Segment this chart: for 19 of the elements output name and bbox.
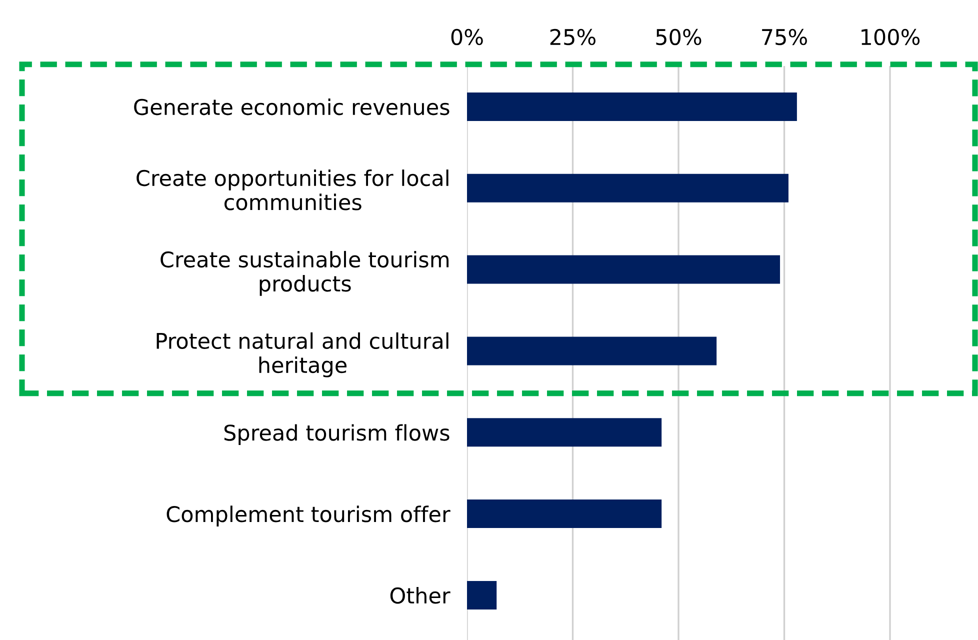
x-tick-label: 0%	[451, 28, 483, 46]
x-tick-label: 75%	[762, 28, 807, 46]
bar	[467, 418, 662, 447]
bar	[467, 500, 662, 528]
bar	[467, 336, 717, 366]
x-tick-label: 50%	[656, 28, 702, 46]
y-tick-label: Other	[390, 587, 450, 604]
bar	[467, 255, 780, 284]
y-tick-label: Spread tourism flows	[224, 424, 450, 446]
y-tick-label: Generate economic revenues	[134, 98, 450, 116]
y-tick-label: Create opportunities for local communities	[136, 170, 448, 210]
x-tick-label: 25%	[550, 28, 596, 46]
bar	[467, 92, 797, 121]
bar	[467, 174, 788, 202]
y-tick-label: Protect natural and cultural heritage	[156, 332, 448, 378]
bar	[467, 580, 497, 610]
x-tick-label: 100%	[862, 28, 920, 46]
y-tick-label: Create sustainable tourism products	[160, 250, 449, 296]
y-tick-label: Complement tourism offer	[166, 506, 450, 526]
